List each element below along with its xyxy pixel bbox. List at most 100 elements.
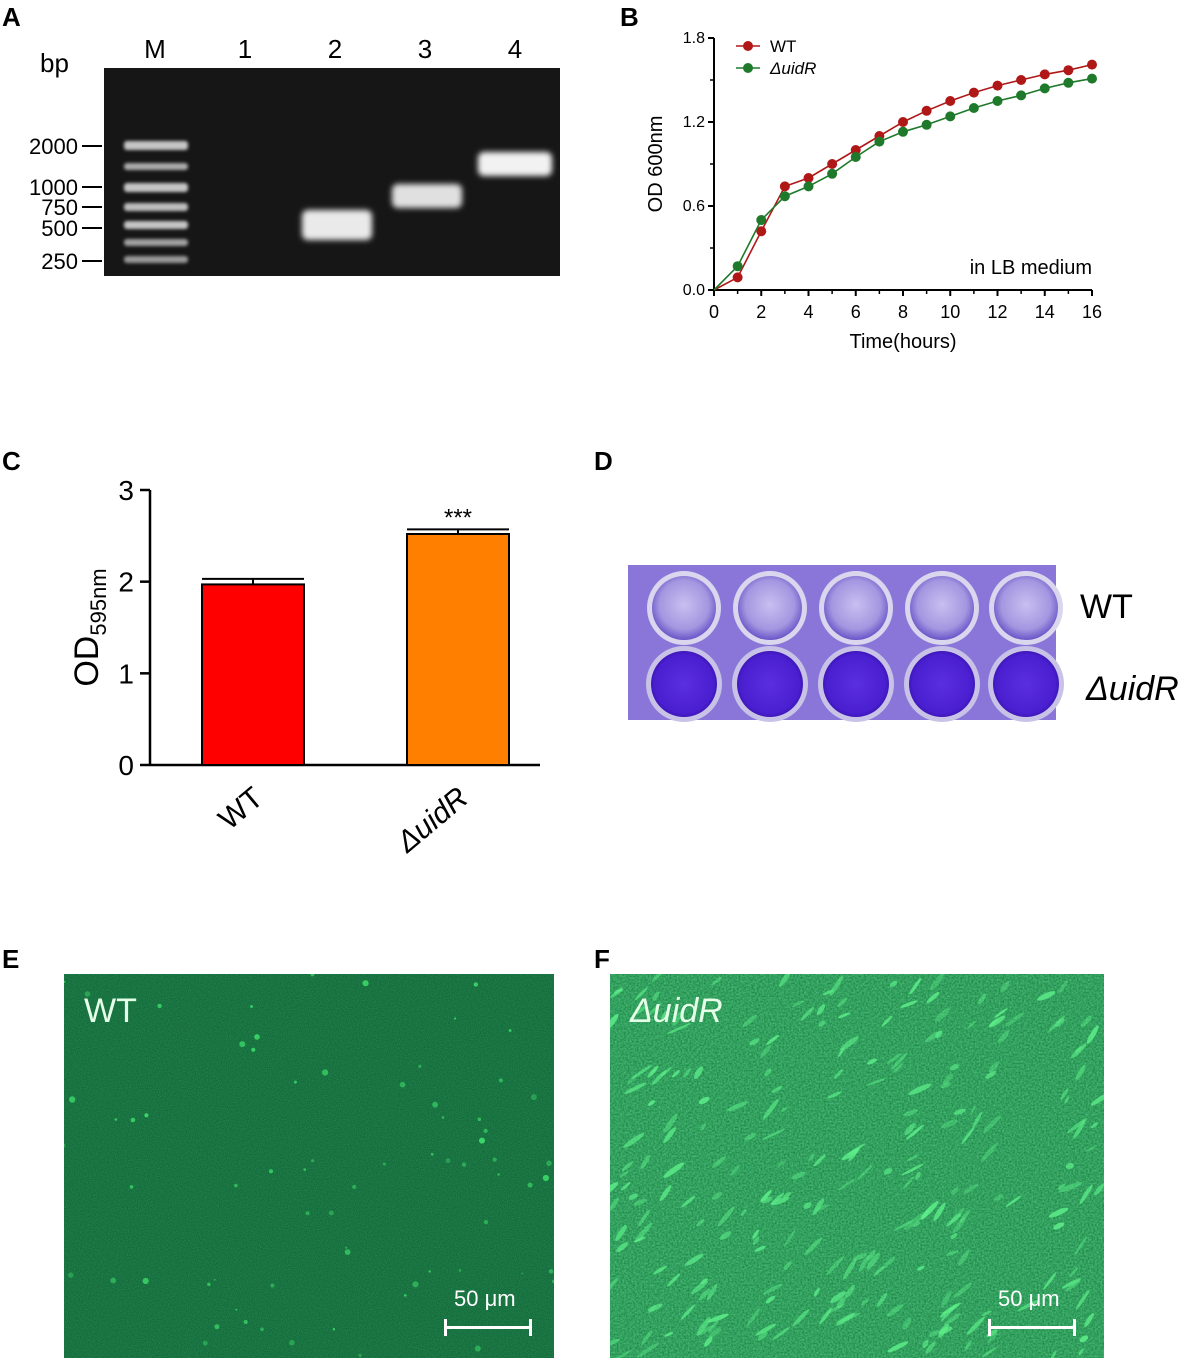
fluorescent-aggregate bbox=[1065, 1280, 1081, 1292]
fluorescent-aggregate bbox=[953, 1108, 966, 1115]
fluorescent-aggregate bbox=[698, 1096, 710, 1105]
fluorescent-aggregate bbox=[994, 1008, 1008, 1018]
fluorescent-speck bbox=[430, 1152, 434, 1156]
data-point bbox=[1063, 77, 1074, 88]
data-point bbox=[827, 168, 838, 179]
fluorescent-speck bbox=[69, 1096, 76, 1103]
fluorescent-aggregate bbox=[881, 1015, 893, 1027]
fluorescent-speck bbox=[239, 1041, 246, 1048]
fluorescent-aggregate bbox=[633, 1198, 647, 1206]
fluorescent-speck bbox=[479, 1137, 485, 1144]
fluorescent-aggregate bbox=[1004, 1012, 1025, 1027]
x-tick-label: 10 bbox=[940, 302, 960, 322]
fluorescent-speck bbox=[322, 1069, 329, 1076]
fluorescent-speck bbox=[399, 1081, 406, 1088]
fluorescent-speck bbox=[144, 1113, 149, 1118]
fluorescent-aggregate bbox=[1017, 1299, 1040, 1311]
well-uidr-3 bbox=[909, 651, 975, 717]
fluorescent-aggregate bbox=[997, 1030, 1010, 1044]
data-point bbox=[779, 181, 790, 192]
fluorescent-speck bbox=[483, 1220, 489, 1225]
lane-label-3: 3 bbox=[418, 34, 432, 64]
growth-curve-svg: 0 2 4 6 8 10 12 14 16 0.0 0.6 1.2 1.8 Time(hours) OD 6… bbox=[645, 30, 1102, 353]
x-tick-label: WT bbox=[213, 781, 270, 836]
fluorescent-speck bbox=[498, 1078, 503, 1083]
fluorescent-aggregate bbox=[694, 1066, 703, 1079]
fluorescent-aggregate bbox=[1086, 1025, 1099, 1044]
fluorescent-speck bbox=[382, 1162, 386, 1166]
fluorescent-aggregate bbox=[886, 1304, 904, 1317]
fluorescent-aggregate bbox=[637, 1342, 659, 1358]
fluorescent-speck bbox=[358, 1353, 362, 1358]
fluorescent-aggregate bbox=[804, 1237, 823, 1256]
fluorescent-aggregate bbox=[1049, 1350, 1057, 1358]
fluorescent-aggregate bbox=[659, 1185, 672, 1201]
fluorescent-aggregate bbox=[922, 1209, 930, 1220]
fluorescent-speck bbox=[114, 1118, 118, 1121]
well-uidr-0 bbox=[651, 651, 717, 717]
fluorescent-aggregate bbox=[755, 1323, 777, 1336]
y-tick-label: 0 bbox=[118, 750, 134, 781]
fluorescent-aggregate bbox=[760, 1044, 772, 1058]
fluorescent-aggregate bbox=[761, 1129, 785, 1140]
fluorescent-aggregate bbox=[1090, 1122, 1099, 1129]
fluorescent-aggregate bbox=[836, 1297, 846, 1309]
fluorescent-speck bbox=[404, 1294, 407, 1297]
y-tick-label: 2 bbox=[118, 567, 134, 598]
fluorescent-speck bbox=[235, 1308, 238, 1311]
fluorescent-aggregate bbox=[752, 1236, 760, 1245]
fluorescent-aggregate bbox=[803, 1202, 812, 1209]
fluorescent-aggregate bbox=[681, 1195, 696, 1208]
fluorescent-aggregate bbox=[942, 1073, 953, 1085]
fluorescent-speck bbox=[234, 1183, 238, 1188]
fluorescent-speck bbox=[521, 1272, 524, 1275]
fluorescent-speck bbox=[310, 974, 315, 977]
fluorescent-aggregate bbox=[635, 1006, 646, 1015]
data-point bbox=[850, 145, 861, 155]
chart-annotation: in LB medium bbox=[970, 257, 1092, 279]
fluorescent-aggregate bbox=[1073, 1119, 1086, 1139]
fluorescent-aggregate bbox=[848, 1149, 858, 1162]
panel-letter-d: D bbox=[594, 446, 613, 476]
data-point bbox=[921, 119, 932, 130]
fluorescent-aggregate bbox=[621, 1182, 631, 1191]
data-point bbox=[756, 215, 767, 225]
fluorescent-aggregate bbox=[906, 1154, 919, 1162]
fluorescent-aggregate bbox=[904, 1123, 916, 1136]
fluorescent-aggregate bbox=[818, 1020, 826, 1027]
fluorescent-aggregate bbox=[634, 987, 648, 1001]
legend-label: WT bbox=[770, 37, 796, 56]
fluorescent-aggregate bbox=[800, 1006, 815, 1021]
fluorescent-aggregate bbox=[791, 1171, 806, 1180]
fluorescent-aggregate bbox=[784, 1229, 796, 1247]
fluorescent-aggregate bbox=[886, 1053, 902, 1064]
fluorescent-speck bbox=[110, 1277, 117, 1284]
fluorescent-aggregate bbox=[813, 1287, 820, 1297]
data-point bbox=[945, 96, 956, 106]
fluorescent-speck bbox=[243, 1320, 248, 1324]
fluorescent-aggregate bbox=[1053, 1222, 1065, 1230]
fluorescent-aggregate bbox=[652, 974, 665, 982]
fluorescent-aggregate bbox=[915, 1171, 921, 1180]
fluorescent-aggregate bbox=[858, 1255, 870, 1272]
data-point bbox=[827, 159, 838, 169]
fluorescent-aggregate bbox=[944, 1313, 961, 1326]
fluorescent-aggregate bbox=[833, 1069, 844, 1079]
fluorescent-speck bbox=[311, 1159, 315, 1163]
y-tick-label: 3 bbox=[118, 475, 134, 506]
fluorescent-aggregate bbox=[963, 1183, 979, 1194]
fluorescent-aggregate bbox=[922, 1339, 929, 1349]
scale-bar-text-e: 50 μm bbox=[454, 1286, 516, 1311]
fluorescent-aggregate bbox=[610, 1338, 621, 1348]
fluorescent-aggregate bbox=[708, 1327, 722, 1338]
fluorescent-speck bbox=[461, 1162, 467, 1167]
fluorescent-aggregate bbox=[754, 1245, 766, 1252]
fluorescent-aggregate bbox=[900, 1000, 918, 1008]
fluorescent-aggregate bbox=[925, 1341, 936, 1354]
panel-letter-b: B bbox=[620, 2, 639, 32]
fluorescent-aggregate bbox=[940, 1119, 958, 1129]
fluorescent-aggregate bbox=[856, 1164, 873, 1181]
fluorescent-aggregate bbox=[961, 1126, 975, 1145]
fluorescent-aggregate bbox=[972, 1112, 983, 1128]
legend-label: ΔuidR bbox=[769, 59, 816, 78]
